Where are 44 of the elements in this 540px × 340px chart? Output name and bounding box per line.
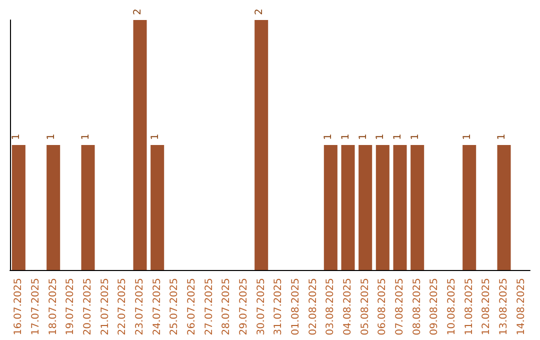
x-tick-label: 22.07.2025 [117, 278, 128, 336]
x-tick-label: 28.07.2025 [221, 278, 232, 336]
x-tick-label: 05.08.2025 [360, 278, 371, 336]
x-tick-label: 07.08.2025 [394, 278, 406, 336]
x-tick-label: 13.08.2025 [498, 278, 510, 336]
data-label: 1 [46, 134, 57, 140]
x-tick-label: 27.07.2025 [204, 278, 215, 336]
x-tick-label: 02.08.2025 [308, 278, 319, 336]
data-label: 1 [462, 134, 473, 140]
x-tick-label: 01.08.2025 [290, 278, 302, 336]
data-label: 2 [132, 8, 144, 15]
x-tick-label: 19.07.2025 [65, 278, 76, 336]
x-tick-label: 26.07.2025 [186, 278, 198, 336]
x-tick-label: 04.08.2025 [342, 278, 354, 336]
x-tick-label: 09.08.2025 [429, 278, 440, 336]
x-tick-label: 31.07.2025 [273, 278, 284, 336]
x-tick-label: 30.07.2025 [256, 278, 267, 336]
x-tick-label: 16.07.2025 [13, 278, 24, 336]
x-tick-label: 21.07.2025 [100, 278, 111, 336]
x-tick-label: 20.07.2025 [82, 278, 94, 336]
x-tick-label: 25.07.2025 [169, 278, 180, 336]
data-label: 1 [392, 134, 404, 140]
x-tick-label: 03.08.2025 [325, 278, 336, 336]
data-label: 1 [340, 134, 352, 140]
x-tick-label: 24.07.2025 [152, 278, 163, 336]
data-label: 1 [358, 134, 369, 140]
data-label: 1 [323, 134, 334, 140]
data-label: 1 [80, 134, 92, 140]
x-tick-label: 11.08.2025 [464, 278, 475, 336]
data-label: 1 [410, 134, 421, 140]
x-tick-label: 18.07.2025 [48, 278, 59, 336]
data-label: 1 [11, 134, 22, 140]
x-tick-label: 14.08.2025 [516, 278, 527, 336]
x-tick-label: 12.08.2025 [481, 278, 492, 336]
data-label: 1 [496, 134, 508, 140]
data-label: 1 [150, 134, 161, 140]
x-tick-label: 29.07.2025 [238, 278, 250, 336]
x-tick-label: 23.07.2025 [134, 278, 146, 336]
data-label: 2 [254, 8, 265, 15]
data-label: 1 [375, 134, 386, 140]
x-tick-label: 08.08.2025 [412, 278, 423, 336]
x-tick-label: 10.08.2025 [446, 278, 458, 336]
x-tick-label: 17.07.2025 [30, 278, 42, 336]
x-tick-label: 06.08.2025 [377, 278, 388, 336]
